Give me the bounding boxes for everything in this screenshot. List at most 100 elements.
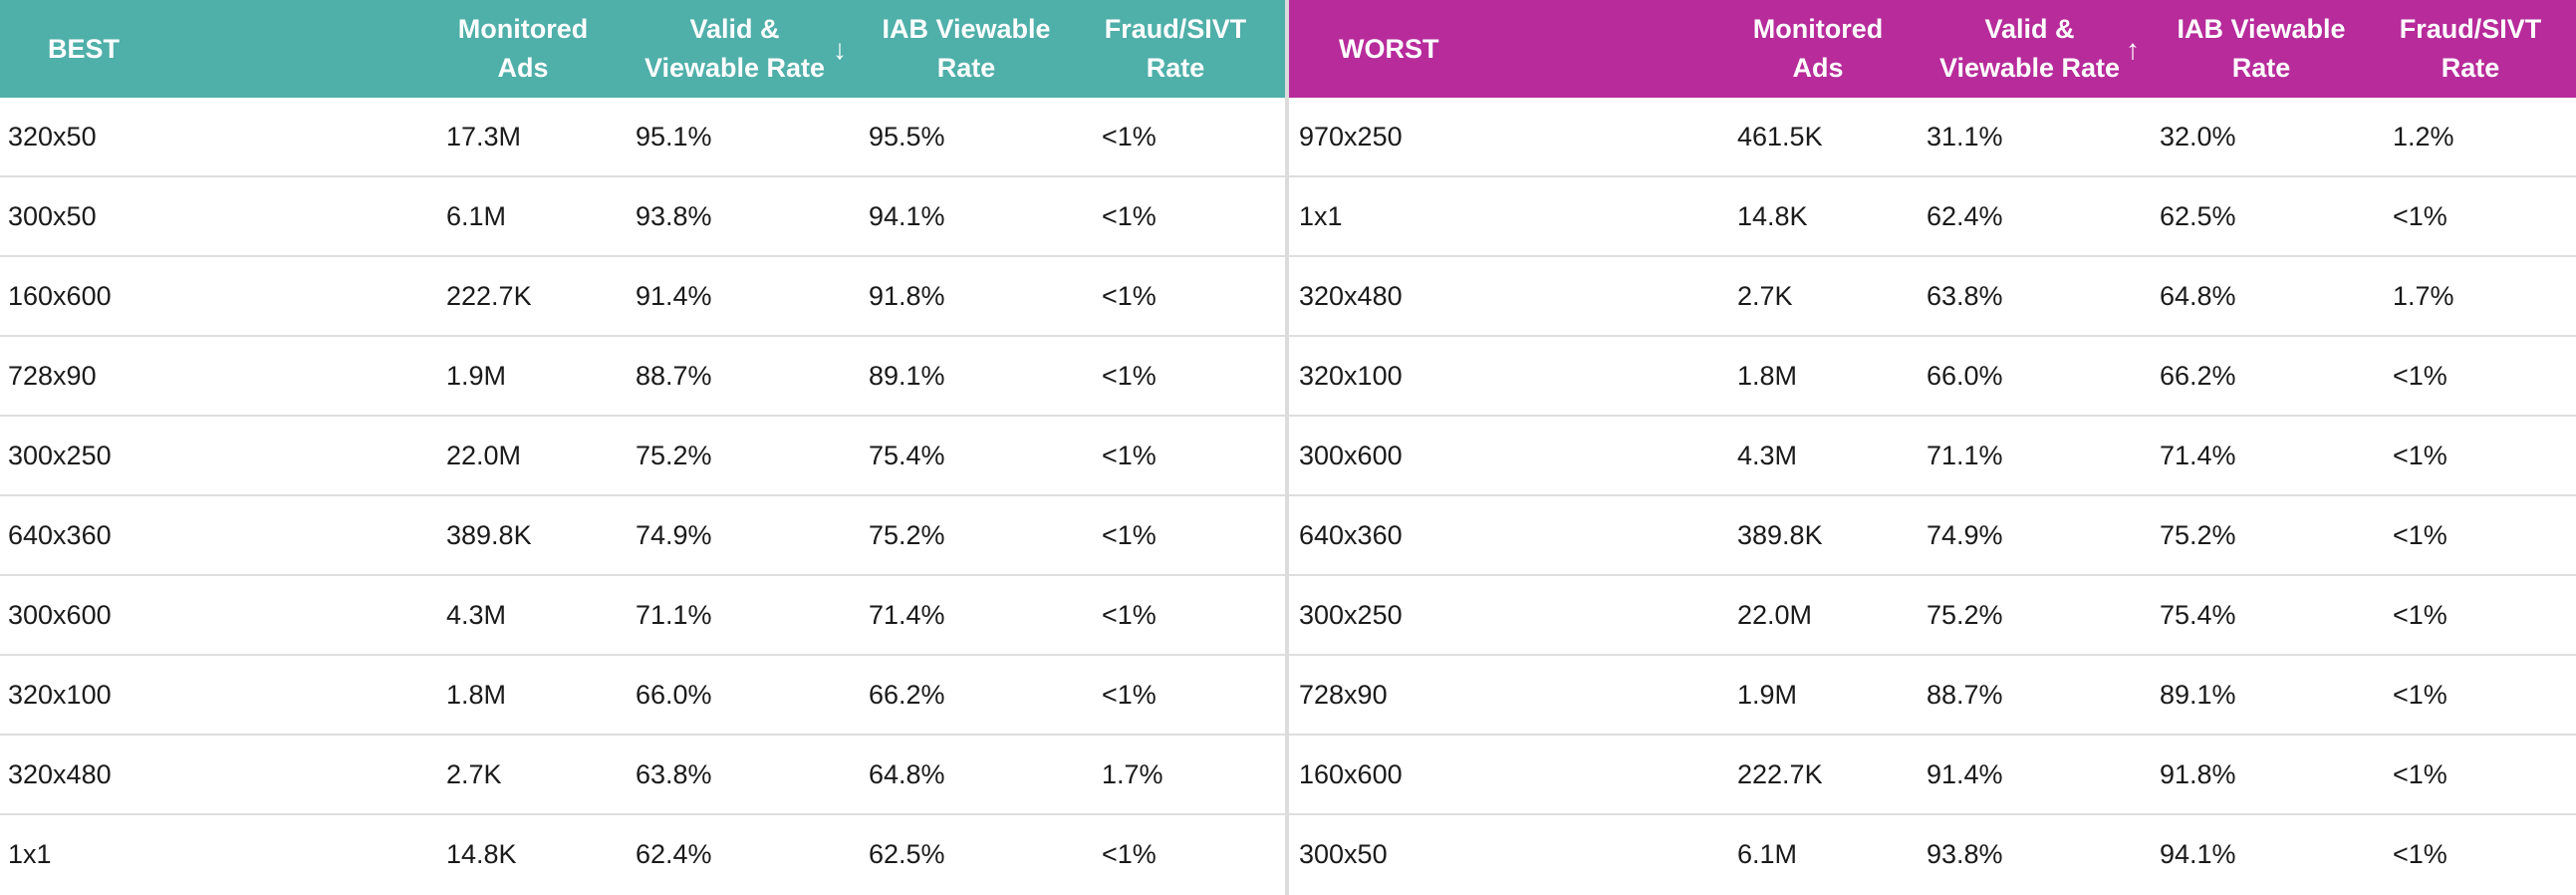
cell-fraud-sivt-rate: <1% (1102, 440, 1157, 470)
cell-valid-viewable-rate: 88.7% (636, 360, 712, 391)
cell-ad-size: 320x100 (8, 679, 112, 710)
cell-ad-size: 640x360 (1299, 519, 1403, 550)
best-header-valid-viewable-rate[interactable]: Valid & Viewable Rate (644, 14, 826, 83)
cell-fraud-sivt-rate: <1% (2393, 679, 2447, 710)
best-header-monitored-ads[interactable]: Monitored Ads (457, 14, 589, 83)
cell-valid-viewable-rate: 75.2% (636, 440, 712, 470)
cell-ad-size: 320x480 (8, 758, 112, 789)
best-header-iab-viewable-rate[interactable]: IAB Viewable Rate (882, 14, 1051, 83)
worst-title: WORST (1339, 33, 1439, 64)
cell-iab-viewable-rate: 89.1% (2160, 679, 2236, 710)
worst-header-iab-viewable-rate[interactable]: IAB Viewable Rate (2177, 14, 2346, 83)
cell-fraud-sivt-rate: <1% (2393, 758, 2447, 789)
cell-valid-viewable-rate: 62.4% (636, 838, 712, 869)
cell-fraud-sivt-rate: <1% (1102, 838, 1157, 869)
cell-iab-viewable-rate: 95.5% (869, 121, 945, 151)
cell-monitored-ads: 4.3M (446, 599, 507, 630)
table-row[interactable]: 160x600 222.7K 91.4% 91.8% <1% (1289, 736, 2576, 815)
cell-ad-size: 320x480 (1299, 280, 1403, 311)
table-row[interactable]: 320x100 1.8M 66.0% 66.2% <1% (1289, 337, 2576, 417)
best-table-body: 320x50 17.3M 95.1% 95.5% <1% 300x50 6.1M 93.8% 9… (0, 98, 1285, 895)
table-row[interactable]: 300x600 4.3M 71.1% 71.4% <1% (0, 576, 1285, 656)
worst-header-valid-viewable-rate[interactable]: Valid & Viewable Rate (1938, 14, 2121, 83)
cell-valid-viewable-rate: 63.8% (1927, 280, 2003, 311)
cell-valid-viewable-rate: 91.4% (1927, 758, 2003, 789)
table-row[interactable]: 300x50 6.1M 93.8% 94.1% <1% (1289, 815, 2576, 895)
table-row[interactable]: 300x50 6.1M 93.8% 94.1% <1% (0, 177, 1285, 257)
table-row[interactable]: 728x90 1.9M 88.7% 89.1% <1% (0, 337, 1285, 417)
cell-valid-viewable-rate: 71.1% (1927, 440, 2003, 470)
cell-iab-viewable-rate: 89.1% (869, 360, 945, 391)
cell-valid-viewable-rate: 66.0% (1927, 360, 2003, 391)
best-header-fraud-sivt-rate[interactable]: Fraud/SIVT Rate (1104, 14, 1247, 83)
cell-iab-viewable-rate: 66.2% (869, 679, 945, 710)
cell-valid-viewable-rate: 71.1% (636, 599, 712, 630)
cell-monitored-ads: 22.0M (446, 440, 522, 470)
cell-valid-viewable-rate: 74.9% (636, 519, 712, 550)
best-table-header: BEST Monitored Ads Valid & Viewable Rate ↓… (0, 0, 1285, 98)
best-title: BEST (48, 33, 121, 64)
cell-fraud-sivt-rate: 1.7% (2393, 280, 2454, 311)
cell-monitored-ads: 2.7K (446, 758, 502, 789)
cell-ad-size: 1x1 (1299, 200, 1343, 231)
cell-valid-viewable-rate: 31.1% (1927, 121, 2003, 151)
cell-iab-viewable-rate: 91.8% (2160, 758, 2236, 789)
table-row[interactable]: 320x480 2.7K 63.8% 64.8% 1.7% (0, 736, 1285, 815)
table-row[interactable]: 640x360 389.8K 74.9% 75.2% <1% (1289, 496, 2576, 576)
cell-monitored-ads: 222.7K (446, 280, 532, 311)
cell-ad-size: 300x50 (1299, 838, 1388, 869)
table-row[interactable]: 1x1 14.8K 62.4% 62.5% <1% (1289, 177, 2576, 257)
worst-header-fraud-sivt-rate[interactable]: Fraud/SIVT Rate (2399, 14, 2542, 83)
table-row[interactable]: 970x250 461.5K 31.1% 32.0% 1.2% (1289, 98, 2576, 177)
table-row[interactable]: 320x480 2.7K 63.8% 64.8% 1.7% (1289, 257, 2576, 337)
cell-monitored-ads: 6.1M (446, 200, 507, 231)
table-row[interactable]: 300x250 22.0M 75.2% 75.4% <1% (0, 417, 1285, 496)
cell-ad-size: 160x600 (8, 280, 112, 311)
cell-monitored-ads: 2.7K (1737, 280, 1793, 311)
cell-ad-size: 728x90 (8, 360, 97, 391)
table-row[interactable]: 160x600 222.7K 91.4% 91.8% <1% (0, 257, 1285, 337)
cell-monitored-ads: 6.1M (1737, 838, 1798, 869)
table-row[interactable]: 320x100 1.8M 66.0% 66.2% <1% (0, 656, 1285, 736)
cell-monitored-ads: 17.3M (446, 121, 522, 151)
cell-ad-size: 320x50 (8, 121, 97, 151)
cell-iab-viewable-rate: 66.2% (2160, 360, 2236, 391)
cell-ad-size: 300x250 (8, 440, 112, 470)
cell-iab-viewable-rate: 94.1% (869, 200, 945, 231)
table-row[interactable]: 1x1 14.8K 62.4% 62.5% <1% (0, 815, 1285, 895)
cell-fraud-sivt-rate: <1% (1102, 200, 1157, 231)
cell-ad-size: 160x600 (1299, 758, 1403, 789)
table-row[interactable]: 640x360 389.8K 74.9% 75.2% <1% (0, 496, 1285, 576)
cell-iab-viewable-rate: 91.8% (869, 280, 945, 311)
cell-monitored-ads: 14.8K (446, 838, 517, 869)
cell-monitored-ads: 389.8K (1737, 519, 1823, 550)
cell-iab-viewable-rate: 94.1% (2160, 838, 2236, 869)
cell-monitored-ads: 1.9M (1737, 679, 1798, 710)
arrow-up-icon[interactable]: ↑ (2126, 34, 2140, 65)
table-row[interactable]: 320x50 17.3M 95.1% 95.5% <1% (0, 98, 1285, 177)
cell-valid-viewable-rate: 95.1% (636, 121, 712, 151)
arrow-down-icon[interactable]: ↓ (833, 34, 847, 65)
cell-ad-size: 300x600 (8, 599, 112, 630)
worst-table: WORST Monitored Ads Valid & Viewable Rate … (1289, 0, 2576, 895)
cell-monitored-ads: 14.8K (1737, 200, 1808, 231)
cell-monitored-ads: 22.0M (1737, 599, 1813, 630)
cell-iab-viewable-rate: 62.5% (869, 838, 945, 869)
table-row[interactable]: 728x90 1.9M 88.7% 89.1% <1% (1289, 656, 2576, 736)
cell-valid-viewable-rate: 93.8% (1927, 838, 2003, 869)
cell-valid-viewable-rate: 62.4% (1927, 200, 2003, 231)
table-row[interactable]: 300x250 22.0M 75.2% 75.4% <1% (1289, 576, 2576, 656)
worst-header-monitored-ads[interactable]: Monitored Ads (1752, 14, 1884, 83)
cell-fraud-sivt-rate: <1% (1102, 280, 1157, 311)
cell-iab-viewable-rate: 64.8% (2160, 280, 2236, 311)
cell-ad-size: 1x1 (8, 838, 52, 869)
cell-monitored-ads: 389.8K (446, 519, 532, 550)
cell-iab-viewable-rate: 75.4% (869, 440, 945, 470)
cell-iab-viewable-rate: 64.8% (869, 758, 945, 789)
cell-valid-viewable-rate: 91.4% (636, 280, 712, 311)
cell-iab-viewable-rate: 62.5% (2160, 200, 2236, 231)
table-row[interactable]: 300x600 4.3M 71.1% 71.4% <1% (1289, 417, 2576, 496)
cell-iab-viewable-rate: 71.4% (869, 599, 945, 630)
cell-monitored-ads: 1.8M (1737, 360, 1798, 391)
